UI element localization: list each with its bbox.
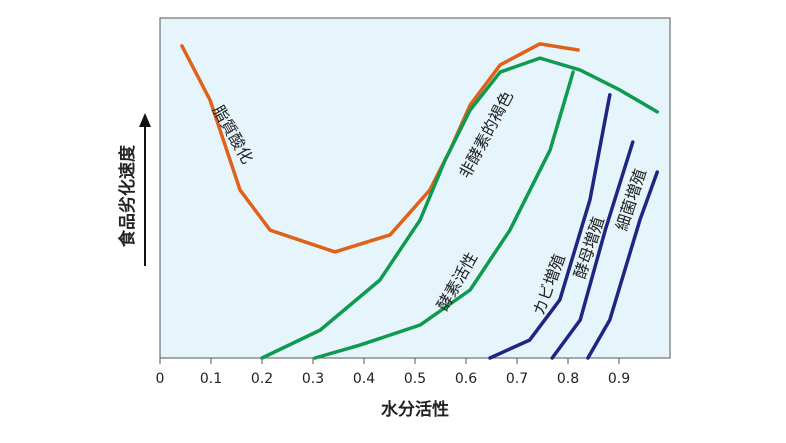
line-series	[488, 93, 612, 360]
x-tick-label: 0.5	[404, 371, 426, 387]
x-tick-label: 0.2	[251, 371, 273, 387]
x-tick-label: 0.3	[302, 371, 324, 387]
line-series	[260, 56, 659, 360]
x-tick-label: 0.7	[506, 371, 528, 387]
line-series	[180, 42, 580, 254]
y-axis-title: 食品劣化速度	[117, 144, 138, 247]
y-arrow-head	[139, 113, 151, 127]
x-tick-label: 0	[156, 371, 165, 387]
x-tick-label: 0.1	[200, 371, 222, 387]
line-series	[550, 140, 635, 360]
line-series	[586, 170, 659, 360]
x-tick-label: 0.8	[557, 371, 579, 387]
x-tick-label: 0.4	[353, 371, 375, 387]
x-tick-label: 0.6	[455, 371, 477, 387]
line-series	[313, 70, 575, 360]
x-tick-label: 0.9	[608, 371, 630, 387]
x-axis-title: 水分活性	[381, 399, 449, 420]
